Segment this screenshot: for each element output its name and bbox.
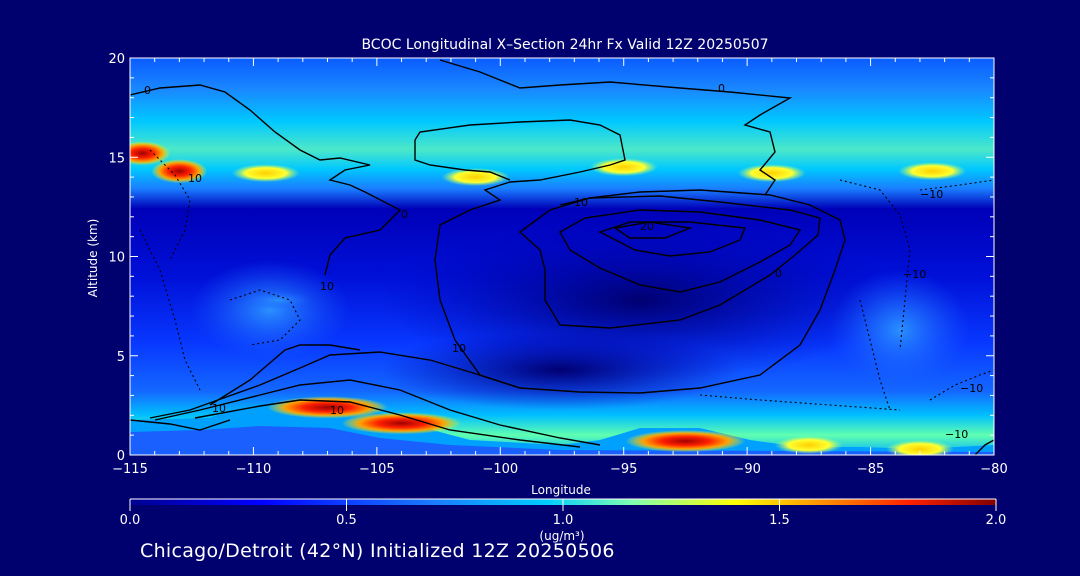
heat-features (130, 141, 967, 455)
contour-label: 10 (574, 196, 588, 209)
heat-feature (231, 164, 300, 183)
contour-line (209, 344, 361, 406)
contour-label: −10 (903, 268, 926, 281)
contour-label: 0 (144, 84, 151, 97)
contour-line (439, 59, 793, 196)
contour-label: 10 (330, 404, 344, 417)
heat-feature (341, 412, 462, 435)
contour-label: 10 (320, 280, 334, 293)
contour-line (130, 84, 402, 276)
contour-line (974, 439, 994, 455)
x-tick-label: −105 (359, 462, 395, 477)
colorbar-tick-label: 2.0 (986, 513, 1007, 528)
heat-feature (589, 158, 658, 177)
y-tick-label: 10 (108, 251, 125, 266)
contour-label-group: 0 0 0 10 10 10 20 0 −10 10 10 10 −10 −10… (144, 82, 983, 441)
contour-label: 10 (188, 172, 202, 185)
x-tick-label: −95 (610, 462, 637, 477)
colorbar-ticks: 0.0 0.5 1.0 1.5 2.0 (120, 498, 1007, 528)
contour-line (613, 221, 693, 239)
colorbar-tick-label: 1.0 (553, 513, 574, 528)
contour-line (130, 419, 231, 431)
x-tick-label: −90 (733, 462, 760, 477)
contours (130, 59, 994, 455)
contour-label: −10 (960, 382, 983, 395)
contour-line (154, 379, 601, 446)
contour-label: −10 (945, 428, 968, 441)
footer-caption: Chicago/Detroit (42°N) Initialized 12Z 2… (140, 540, 615, 562)
heat-feature (898, 162, 967, 181)
heatmap-field (130, 58, 994, 455)
y-tick-label: 0 (117, 449, 125, 464)
contour-label: 0 (718, 82, 725, 95)
contour-label: 10 (212, 402, 226, 415)
x-axis-label: Longitude (531, 483, 591, 497)
contour-line (414, 119, 846, 394)
y-tick-label: 15 (108, 151, 125, 166)
heat-feature (885, 440, 954, 455)
x-axis: −115 −110 −105 −100 −95 −90 −85 −80 (112, 58, 1008, 477)
x-tick-label: −115 (112, 462, 148, 477)
x-tick-label: −100 (482, 462, 518, 477)
contour-line (139, 229, 201, 391)
x-tick-label: −85 (857, 462, 884, 477)
contour-label: 10 (452, 342, 466, 355)
contour-line (859, 299, 891, 411)
contour-line (414, 140, 511, 181)
contour-line (518, 195, 821, 329)
contour-line (559, 209, 802, 293)
heat-feature (130, 141, 171, 166)
y-axis-label: Altitude (km) (86, 219, 100, 298)
negative-contours (139, 149, 994, 411)
y-axis: 0 5 10 15 20 (108, 52, 994, 464)
contour-line (919, 179, 994, 191)
colorbar-tick-label: 1.5 (769, 513, 790, 528)
contour-line (149, 149, 191, 261)
y-tick-label: 20 (108, 52, 125, 67)
contour-line (839, 179, 911, 351)
contour-line (194, 399, 581, 448)
x-tick-label: −80 (980, 462, 1007, 477)
heat-feature (625, 430, 746, 453)
chart-title: BCOC Longitudinal X–Section 24hr Fx Vali… (361, 37, 768, 53)
contour-label: 0 (775, 267, 782, 280)
y-tick-label: 5 (117, 350, 125, 365)
contour-label: 20 (640, 220, 654, 233)
heat-feature (267, 396, 388, 419)
contour-label: −10 (920, 188, 943, 201)
contour-line (149, 351, 521, 419)
contour-line (229, 289, 301, 346)
colorbar-tick-label: 0.0 (120, 513, 141, 528)
colorbar-tick-label: 0.5 (336, 513, 357, 528)
heat-feature (737, 164, 806, 183)
heat-feature (774, 436, 843, 455)
x-tick-label: −110 (236, 462, 272, 477)
contour-label: 0 (401, 208, 408, 221)
colorbar-unit-label: (ug/m³) (539, 529, 584, 543)
heat-feature (244, 291, 313, 310)
contour-line (699, 394, 901, 411)
